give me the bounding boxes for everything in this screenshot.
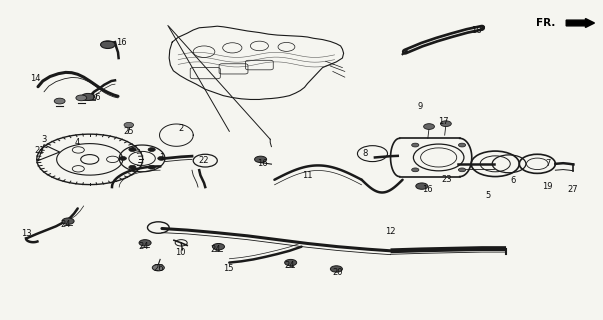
Circle shape bbox=[412, 168, 419, 172]
Text: 16: 16 bbox=[116, 38, 127, 47]
Circle shape bbox=[153, 265, 165, 271]
Text: 16: 16 bbox=[423, 185, 433, 194]
Circle shape bbox=[101, 41, 115, 49]
Text: 2: 2 bbox=[178, 124, 184, 132]
Text: 16: 16 bbox=[90, 93, 101, 102]
Circle shape bbox=[424, 124, 434, 129]
Circle shape bbox=[129, 148, 136, 151]
Text: 24: 24 bbox=[139, 242, 149, 251]
Text: 17: 17 bbox=[438, 117, 449, 126]
Circle shape bbox=[62, 218, 74, 224]
Circle shape bbox=[330, 266, 343, 272]
Text: 24: 24 bbox=[284, 261, 295, 270]
Circle shape bbox=[285, 260, 297, 266]
Text: 5: 5 bbox=[485, 191, 491, 200]
Text: 21: 21 bbox=[34, 146, 45, 155]
Circle shape bbox=[76, 95, 87, 101]
Circle shape bbox=[129, 165, 136, 169]
Circle shape bbox=[254, 156, 267, 163]
Text: 9: 9 bbox=[418, 102, 423, 111]
Text: 27: 27 bbox=[567, 185, 578, 194]
Circle shape bbox=[212, 244, 224, 250]
Text: 6: 6 bbox=[511, 176, 516, 185]
Text: 3: 3 bbox=[42, 135, 46, 144]
Text: 4: 4 bbox=[75, 138, 80, 147]
Circle shape bbox=[119, 156, 127, 160]
Text: 18: 18 bbox=[471, 27, 481, 36]
Text: 22: 22 bbox=[199, 156, 209, 165]
Circle shape bbox=[81, 93, 95, 100]
Text: FR.: FR. bbox=[536, 18, 555, 28]
Circle shape bbox=[124, 123, 134, 127]
Circle shape bbox=[440, 121, 451, 126]
Text: 15: 15 bbox=[223, 264, 233, 273]
Text: 7: 7 bbox=[546, 159, 551, 168]
Text: 16: 16 bbox=[257, 159, 268, 168]
FancyArrow shape bbox=[566, 19, 595, 28]
Text: 19: 19 bbox=[541, 182, 552, 191]
Circle shape bbox=[158, 156, 165, 160]
Circle shape bbox=[458, 143, 466, 147]
Text: 20: 20 bbox=[332, 268, 343, 277]
Text: 13: 13 bbox=[21, 229, 31, 238]
Circle shape bbox=[148, 165, 156, 169]
Circle shape bbox=[139, 240, 151, 246]
Text: 24: 24 bbox=[60, 220, 71, 229]
Text: 25: 25 bbox=[123, 127, 133, 136]
Circle shape bbox=[416, 183, 428, 189]
Text: 10: 10 bbox=[175, 248, 185, 257]
Text: 12: 12 bbox=[385, 227, 396, 236]
Circle shape bbox=[412, 143, 419, 147]
Text: 23: 23 bbox=[442, 175, 452, 184]
Text: 14: 14 bbox=[30, 74, 40, 83]
Text: 8: 8 bbox=[362, 149, 367, 158]
Text: 1: 1 bbox=[159, 153, 165, 162]
Text: 26: 26 bbox=[153, 264, 163, 274]
Text: 24: 24 bbox=[211, 245, 221, 254]
Circle shape bbox=[458, 168, 466, 172]
Text: 11: 11 bbox=[302, 172, 313, 180]
Circle shape bbox=[148, 148, 156, 151]
Circle shape bbox=[54, 98, 65, 104]
